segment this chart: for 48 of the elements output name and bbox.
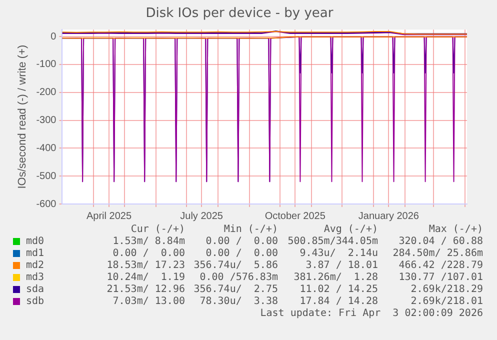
text: Cur (-/+) xyxy=(130,224,185,235)
y-tick-label: -200 xyxy=(36,87,57,98)
y-tick-label: 0 xyxy=(50,31,57,42)
text: 17.84 / 14.28 xyxy=(300,296,378,307)
text: 466.42 /228.79 xyxy=(398,260,483,271)
text: 320.04 / 60.88 xyxy=(398,236,483,247)
text: Min (-/+) xyxy=(224,224,278,235)
legend-label: sdb xyxy=(26,296,44,307)
text: 11.02 / 14.25 xyxy=(300,284,378,295)
y-tick-label: -600 xyxy=(36,198,57,210)
text: 356.74u/ 2.75 xyxy=(194,284,278,295)
legend-label: md1 xyxy=(26,248,44,259)
legend-label: md0 xyxy=(26,236,44,247)
text: 18.53m/ 17.23 xyxy=(106,260,185,271)
x-tick-label: October 2025 xyxy=(264,210,326,222)
text: 7.03m/ 13.00 xyxy=(112,296,185,307)
text: 356.74u/ 5.86 xyxy=(194,260,278,271)
chart-title: Disk IOs per device - by year xyxy=(146,6,334,22)
text: 500.85m/344.05m xyxy=(288,236,378,247)
text: 284.50m/ 25.86m xyxy=(392,248,483,259)
text: 0.00 /576.83m xyxy=(200,272,278,283)
text: Avg (-/+) xyxy=(324,224,378,235)
text: 1.53m/ 8.84m xyxy=(112,236,185,247)
text: 0.00 / 0.00 xyxy=(206,248,278,259)
text: 381.26m/ 1.28 xyxy=(294,272,378,283)
y-tick-label: -300 xyxy=(36,115,57,126)
y-tick-label: -100 xyxy=(36,59,57,70)
legend-label: sda xyxy=(26,284,44,295)
x-tick-label: April 2025 xyxy=(86,210,132,222)
legend-label: md2 xyxy=(26,260,44,271)
text: 2.69k/218.01 xyxy=(410,296,483,307)
text: Last update: Fri Apr 3 02:00:09 2026 xyxy=(260,308,483,319)
text: 9.43u/ 2.14u xyxy=(300,248,378,259)
y-tick-label: -500 xyxy=(36,170,57,182)
text: 0.00 / 0.00 xyxy=(112,248,185,259)
text: 2.69k/218.29 xyxy=(410,284,483,295)
y-tick-label: -400 xyxy=(36,142,57,154)
text: 3.87 / 18.01 xyxy=(306,260,378,271)
text: 78.30u/ 3.38 xyxy=(200,296,278,307)
legend-label: md3 xyxy=(26,272,44,283)
x-tick-label: July 2025 xyxy=(180,210,224,222)
text: 21.53m/ 12.96 xyxy=(106,284,185,295)
x-tick-label: January 2026 xyxy=(358,210,420,222)
text: Max (-/+) xyxy=(428,224,483,235)
text: 0.00 / 0.00 xyxy=(206,236,278,247)
text: 130.77 /107.01 xyxy=(398,272,483,283)
text: 10.24m/ 1.19 xyxy=(106,272,185,283)
y-axis-title: IOs/second read (-) / write (+) xyxy=(16,44,29,189)
